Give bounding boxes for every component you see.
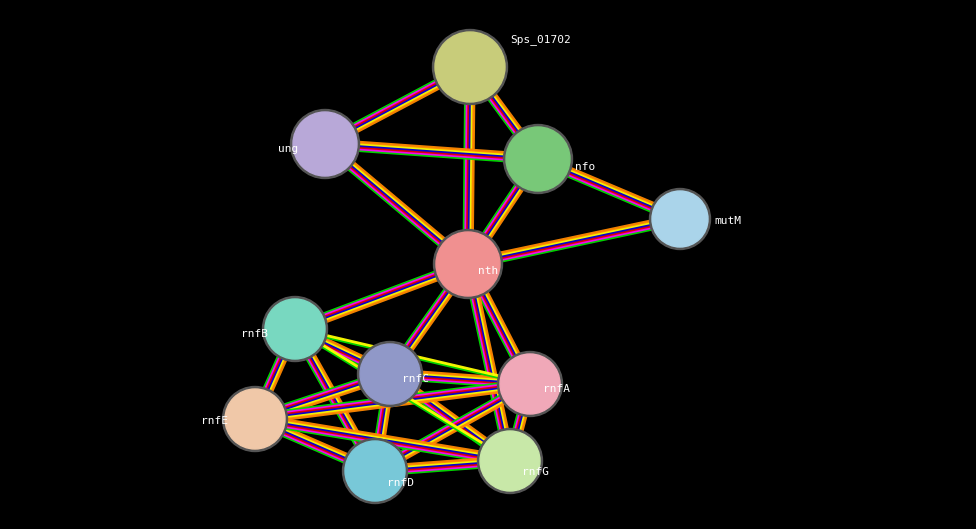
Circle shape bbox=[223, 387, 288, 451]
Circle shape bbox=[649, 188, 711, 250]
Circle shape bbox=[433, 230, 503, 298]
Text: mutM: mutM bbox=[714, 216, 741, 226]
Circle shape bbox=[345, 441, 405, 501]
Text: rnfD: rnfD bbox=[387, 478, 414, 488]
Circle shape bbox=[435, 32, 505, 102]
Circle shape bbox=[343, 439, 408, 504]
Circle shape bbox=[436, 232, 500, 296]
Circle shape bbox=[477, 428, 543, 494]
Circle shape bbox=[360, 344, 420, 404]
Circle shape bbox=[498, 351, 562, 416]
Circle shape bbox=[265, 299, 325, 359]
Text: rnfE: rnfE bbox=[201, 416, 228, 426]
Text: rnfG: rnfG bbox=[522, 467, 549, 477]
Text: nth: nth bbox=[478, 266, 499, 276]
Circle shape bbox=[291, 110, 359, 178]
Circle shape bbox=[293, 112, 357, 176]
Text: rnfC: rnfC bbox=[402, 374, 429, 384]
Circle shape bbox=[652, 191, 708, 247]
Circle shape bbox=[500, 354, 560, 414]
Text: Sps_01702: Sps_01702 bbox=[510, 34, 571, 45]
Circle shape bbox=[506, 127, 570, 191]
Text: ung: ung bbox=[278, 144, 298, 154]
Circle shape bbox=[357, 342, 423, 406]
Circle shape bbox=[225, 389, 285, 449]
Circle shape bbox=[504, 124, 573, 194]
Text: rnfB: rnfB bbox=[241, 329, 268, 339]
Text: rnfA: rnfA bbox=[543, 384, 570, 394]
Circle shape bbox=[480, 431, 540, 491]
Circle shape bbox=[263, 296, 328, 361]
Circle shape bbox=[432, 30, 508, 105]
Text: nfo: nfo bbox=[575, 162, 595, 172]
